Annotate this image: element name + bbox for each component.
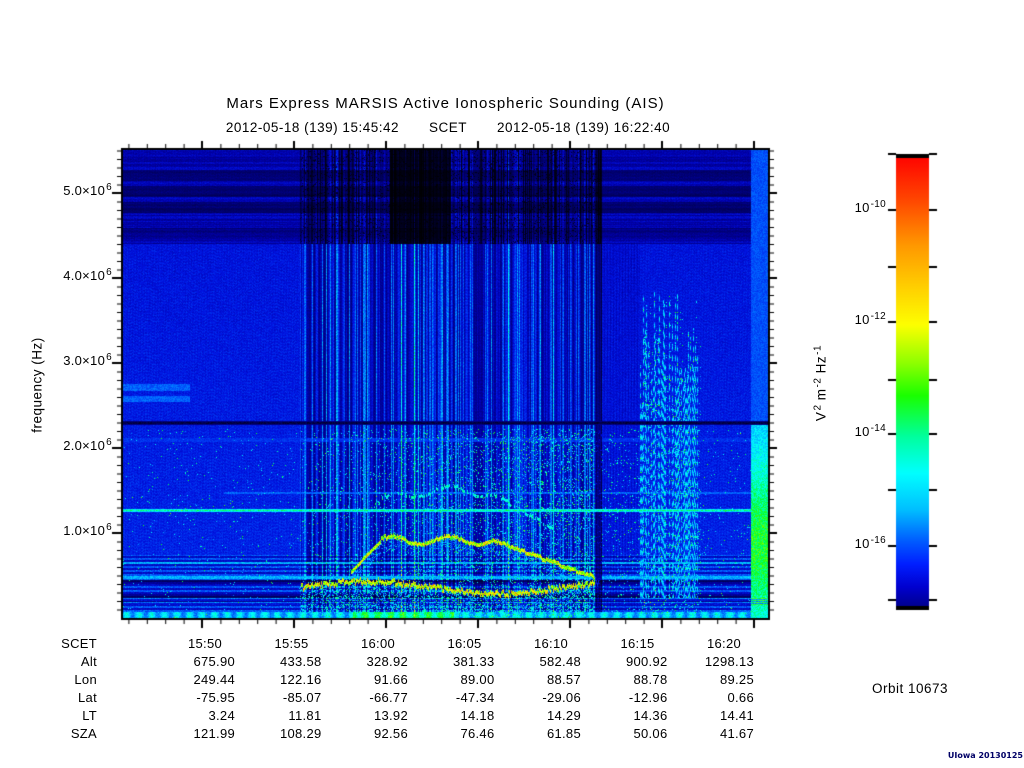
ephemeris-cell: 89.25 bbox=[719, 672, 754, 687]
ephemeris-row-label: SZA bbox=[70, 726, 97, 741]
y-axis-label: frequency (Hz) bbox=[29, 337, 45, 433]
ephemeris-cell: -85.07 bbox=[282, 690, 322, 705]
ephemeris-cell: 14.18 bbox=[460, 708, 495, 723]
colorbar-unit-label: V2 m-2 Hz-1 bbox=[812, 344, 829, 422]
ephemeris-cell: -47.34 bbox=[455, 690, 495, 705]
ephemeris-cell: 11.81 bbox=[288, 708, 322, 723]
ephemeris-cell: 108.29 bbox=[279, 726, 322, 741]
ephemeris-cell: 900.92 bbox=[625, 654, 668, 669]
ephemeris-cell: 675.90 bbox=[193, 654, 235, 669]
ephemeris-cell: 13.92 bbox=[373, 708, 408, 723]
colorbar-canvas bbox=[880, 145, 950, 620]
x-tick-label: 16:00 bbox=[360, 636, 396, 651]
ephemeris-cell: 381.33 bbox=[452, 654, 495, 669]
ephemeris-row-label: Alt bbox=[80, 654, 97, 669]
ephemeris-row-label: LT bbox=[82, 708, 97, 723]
x-tick-label: 16:10 bbox=[533, 636, 569, 651]
ephemeris-cell: 92.56 bbox=[373, 726, 408, 741]
ephemeris-cell: 1298.13 bbox=[704, 654, 754, 669]
x-tick-label: 16:20 bbox=[706, 636, 742, 651]
y-tick-label: 5.0×106 bbox=[63, 182, 112, 198]
ephemeris-cell: 0.66 bbox=[727, 690, 754, 705]
page-title: Mars Express MARSIS Active Ionospheric S… bbox=[226, 95, 665, 112]
scet-range-subtitle: 2012-05-18 (139) 15:45:42 SCET 2012-05-1… bbox=[108, 120, 788, 135]
ephemeris-cell: 14.36 bbox=[633, 708, 668, 723]
ephemeris-cell: 91.66 bbox=[373, 672, 408, 687]
ephemeris-cell: 88.57 bbox=[546, 672, 581, 687]
y-tick-label: 1.0×106 bbox=[63, 522, 112, 538]
ephemeris-cell: -66.77 bbox=[369, 690, 408, 705]
colorbar-tick-label: 10-16 bbox=[854, 535, 886, 551]
ephemeris-cell: 50.06 bbox=[633, 726, 668, 741]
ephemeris-cell: 14.29 bbox=[546, 708, 581, 723]
colorbar-tick-label: 10-10 bbox=[854, 199, 886, 215]
ephemeris-cell: -12.96 bbox=[628, 690, 668, 705]
ephemeris-cell: 14.41 bbox=[719, 708, 754, 723]
ephemeris-cell: -29.06 bbox=[542, 690, 581, 705]
producer-stamp: UIowa 20130125 bbox=[947, 751, 1023, 760]
orbit-label: Orbit 10673 bbox=[871, 681, 949, 696]
ephemeris-cell: 61.85 bbox=[546, 726, 581, 741]
y-tick-label: 4.0×106 bbox=[63, 267, 112, 283]
ephemeris-cell: 76.46 bbox=[460, 726, 495, 741]
y-tick-label: 2.0×106 bbox=[63, 437, 112, 453]
ephemeris-cell: 88.78 bbox=[633, 672, 668, 687]
scet-start-time: 2012-05-18 (139) 15:45:42 bbox=[225, 120, 399, 135]
ephemeris-cell: 3.24 bbox=[208, 708, 235, 723]
ephemeris-cell: 41.67 bbox=[719, 726, 754, 741]
colorbar-tick-label: 10-12 bbox=[854, 311, 886, 327]
ephemeris-cell: 433.58 bbox=[279, 654, 322, 669]
ephemeris-cell: 582.48 bbox=[539, 654, 581, 669]
y-tick-label: 3.0×106 bbox=[63, 352, 112, 368]
x-tick-label: 16:15 bbox=[620, 636, 655, 651]
spectrogram-canvas bbox=[105, 132, 786, 633]
x-tick-label: 15:55 bbox=[274, 636, 309, 651]
ephemeris-row-label: Lon bbox=[74, 672, 97, 687]
x-tick-label: 15:50 bbox=[187, 636, 223, 651]
ephemeris-cell: 249.44 bbox=[193, 672, 235, 687]
ephemeris-cell: 89.00 bbox=[460, 672, 495, 687]
ephemeris-cell: 122.16 bbox=[279, 672, 322, 687]
x-tick-label: 16:05 bbox=[447, 636, 482, 651]
scet-axis-label: SCET bbox=[428, 120, 467, 135]
scet-end-time: 2012-05-18 (139) 16:22:40 bbox=[497, 120, 671, 135]
ephemeris-cell: 328.92 bbox=[366, 654, 408, 669]
ephemeris-row-label: Lat bbox=[78, 690, 97, 705]
ephemeris-cell: -75.95 bbox=[196, 690, 235, 705]
ephemeris-row-label: SCET bbox=[61, 636, 97, 651]
colorbar-tick-label: 10-14 bbox=[854, 423, 886, 439]
ephemeris-cell: 121.99 bbox=[193, 726, 235, 741]
